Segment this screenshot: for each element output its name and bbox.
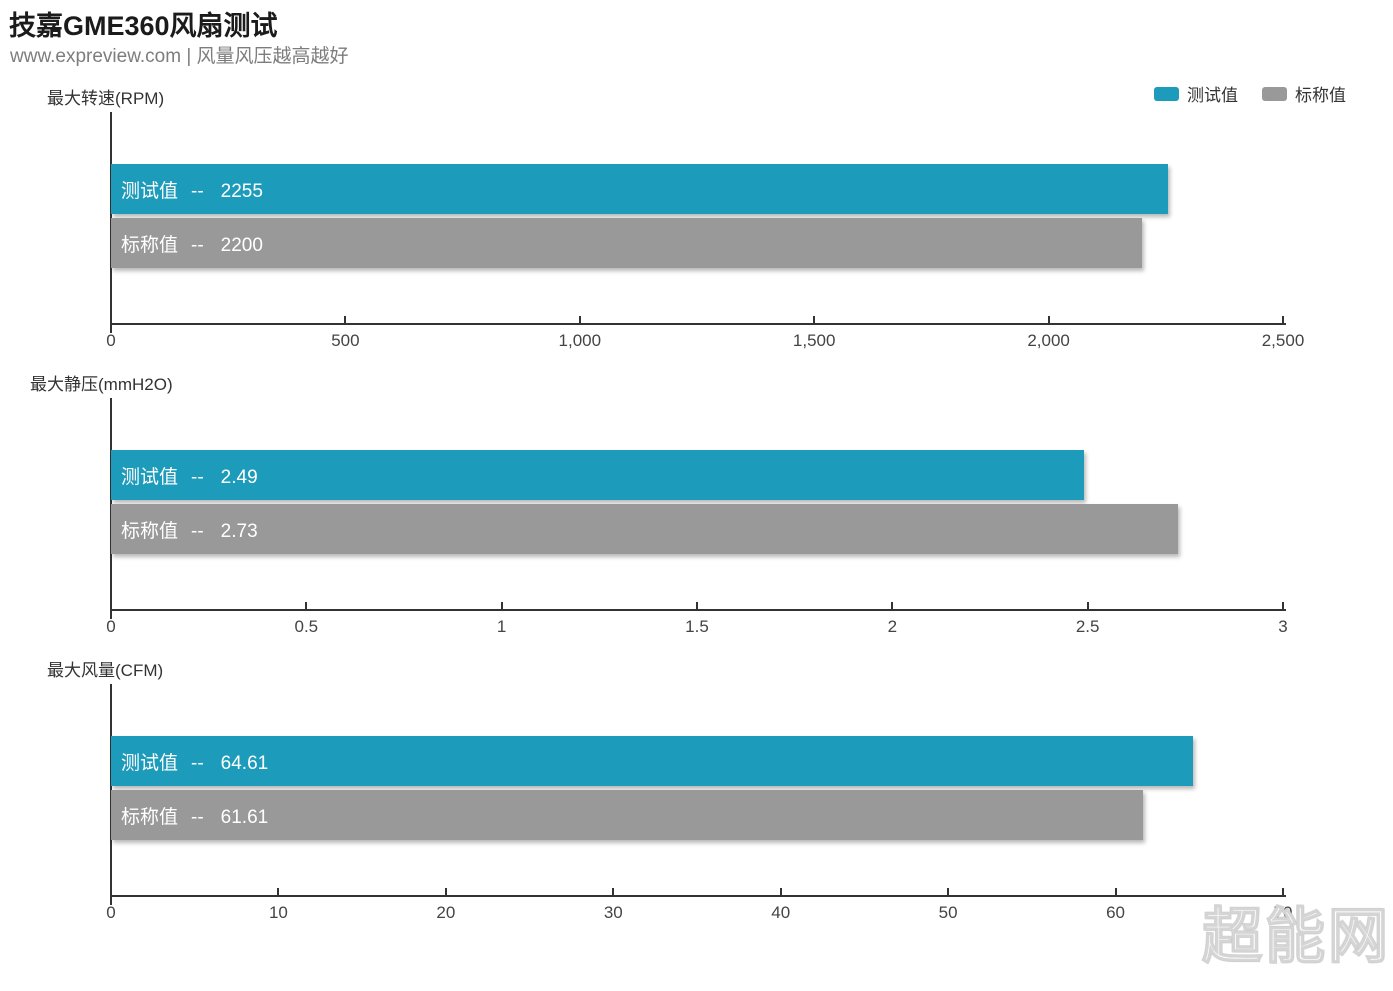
bar-nominal-value: 标称值 -- 61.61: [111, 790, 1143, 840]
axis-tick: [947, 888, 950, 895]
bar-value: 61.61: [220, 806, 269, 828]
watermark: 超能网: [1201, 902, 1391, 971]
chart-title: 最大转速(RPM): [47, 89, 165, 108]
legend-label: 标称值: [1295, 86, 1346, 105]
page-title: 技嘉GME360风扇测试: [9, 11, 278, 41]
plot-area: 测试值 -- 64.61 标称值 -- 61.61 0 10 20 30 40 50 60 70: [106, 684, 1292, 922]
axis-tick-label: 2,000: [1027, 331, 1070, 350]
axis-tick: [1282, 888, 1284, 895]
axis-tick-label: 1.5: [685, 617, 709, 636]
axis-tick-label: 20: [436, 903, 456, 922]
axis-tick: [578, 316, 581, 323]
axis-tick: [110, 888, 112, 895]
x-axis-line: [110, 895, 1286, 897]
axis-tick: [277, 888, 280, 895]
bar-label-separator: --: [191, 806, 204, 828]
bar-series-name: 测试值: [121, 466, 179, 488]
bar-series-name: 测试值: [121, 752, 179, 774]
bar-label: 测试值 -- 64.61: [121, 748, 268, 775]
bar-nominal-value: 标称值 -- 2.73: [111, 504, 1178, 554]
axis-tick-label: 2.5: [1075, 617, 1100, 636]
bar-series-name: 标称值: [121, 234, 179, 256]
axis-tick: [1086, 602, 1089, 609]
bar-test-value: 测试值 -- 2255: [111, 164, 1169, 214]
bar-label: 测试值 -- 2.49: [121, 462, 258, 489]
axis-tick-label: 2: [887, 617, 898, 636]
axis-tick: [305, 602, 308, 609]
bar-value: 2.49: [220, 466, 258, 488]
legend-swatch-test-value: [1154, 86, 1179, 101]
axis-tick-label: 500: [331, 331, 360, 350]
axis-tick: [779, 888, 782, 895]
chart-section-1: 最大静压(mmH2O) 测试值 -- 2.49 标称值 -- 2.73 0 0.5 1 1.5 2 2.…: [0, 370, 1393, 656]
chart-title: 最大风量(CFM): [47, 661, 164, 680]
axis-tick: [1047, 316, 1050, 323]
bar-label: 标称值 -- 2.73: [121, 516, 258, 543]
legend-item-nominal-value: 标称值: [1262, 81, 1346, 106]
axis-tick: [500, 602, 503, 609]
bar-value: 2255: [220, 180, 263, 202]
page-subtitle: www.expreview.com | 风量风压越高越好: [10, 46, 349, 67]
axis-tick-label: 0: [106, 903, 116, 922]
axis-tick-label: 0: [106, 331, 116, 350]
axis-tick: [1282, 316, 1284, 323]
bar-label-separator: --: [191, 520, 204, 542]
axis-tick: [444, 888, 447, 895]
bar-label: 标称值 -- 2200: [121, 230, 263, 257]
axis-tick-label: 1,500: [792, 331, 836, 350]
chart-title: 最大静压(mmH2O): [30, 375, 173, 394]
axis-tick: [696, 602, 698, 609]
axis-tick: [110, 602, 112, 609]
axis-tick: [1114, 888, 1117, 895]
legend-label: 测试值: [1187, 86, 1238, 105]
bar-test-value: 测试值 -- 64.61: [111, 736, 1193, 786]
plot-area: 测试值 -- 2255 标称值 -- 2200 0 500 1,000 1,500 2,000 2,5…: [106, 112, 1304, 350]
axis-tick-label: 3: [1278, 617, 1288, 636]
axis-tick: [110, 316, 112, 323]
chart-section-2: 最大风量(CFM) 测试值 -- 64.61 标称值 -- 61.61 0 10 20 30 40 50…: [0, 656, 1393, 942]
bar-value: 2.73: [220, 520, 258, 542]
axis-tick: [612, 888, 615, 895]
plot-area: 测试值 -- 2.49 标称值 -- 2.73 0 0.5 1 1.5 2 2.5 3: [106, 398, 1288, 636]
axis-tick-label: 60: [1106, 903, 1126, 922]
chart-section-0: 最大转速(RPM) 测试值 -- 2255 标称值 -- 2200 0 500 1,000 1,50…: [0, 84, 1393, 370]
bar-label-separator: --: [191, 180, 204, 202]
axis-tick-label: 70: [1273, 903, 1293, 922]
legend-item-test-value: 测试值: [1154, 81, 1238, 106]
bar-label-separator: --: [191, 234, 204, 256]
x-axis-line: [110, 323, 1286, 325]
x-axis-line: [110, 609, 1286, 611]
bar-value: 64.61: [220, 752, 269, 774]
axis-tick: [891, 602, 894, 609]
bar-label: 标称值 -- 61.61: [121, 802, 268, 829]
axis-tick-label: 10: [268, 903, 288, 922]
legend-swatch-nominal-value: [1262, 86, 1287, 101]
bar-series-name: 测试值: [121, 180, 179, 202]
axis-tick-label: 2,500: [1261, 331, 1305, 350]
bar-label-separator: --: [191, 466, 204, 488]
bar-series-name: 标称值: [121, 520, 179, 542]
axis-tick: [813, 316, 816, 323]
chart-legend: 测试值 标称值: [1154, 81, 1346, 106]
axis-tick-label: 0: [106, 617, 116, 636]
axis-tick-label: 50: [938, 903, 958, 922]
bar-series-name: 标称值: [121, 806, 179, 828]
axis-tick-label: 1: [496, 617, 507, 636]
axis-tick-label: 30: [603, 903, 623, 922]
axis-tick: [344, 316, 347, 323]
axis-tick: [1282, 602, 1284, 609]
bar-value: 2200: [220, 234, 263, 256]
bar-label: 测试值 -- 2255: [121, 176, 263, 203]
axis-tick-label: 1,000: [558, 331, 602, 350]
bar-nominal-value: 标称值 -- 2200: [111, 218, 1143, 268]
bar-label-separator: --: [191, 752, 204, 774]
bar-test-value: 测试值 -- 2.49: [111, 450, 1084, 500]
axis-tick-label: 0.5: [294, 617, 319, 636]
axis-tick-label: 40: [771, 903, 791, 922]
